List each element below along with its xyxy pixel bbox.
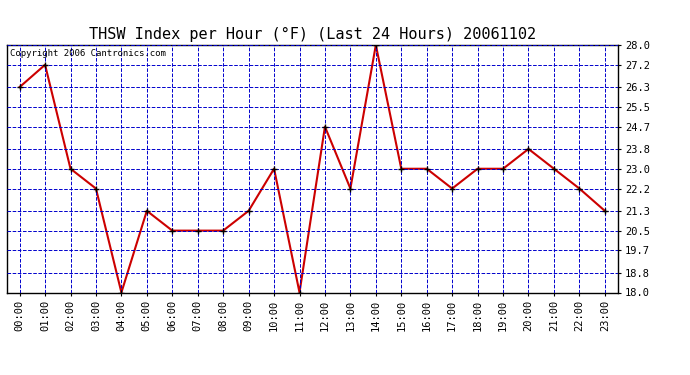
- Title: THSW Index per Hour (°F) (Last 24 Hours) 20061102: THSW Index per Hour (°F) (Last 24 Hours)…: [88, 27, 536, 42]
- Text: Copyright 2006 Cantronics.com: Copyright 2006 Cantronics.com: [10, 49, 166, 58]
